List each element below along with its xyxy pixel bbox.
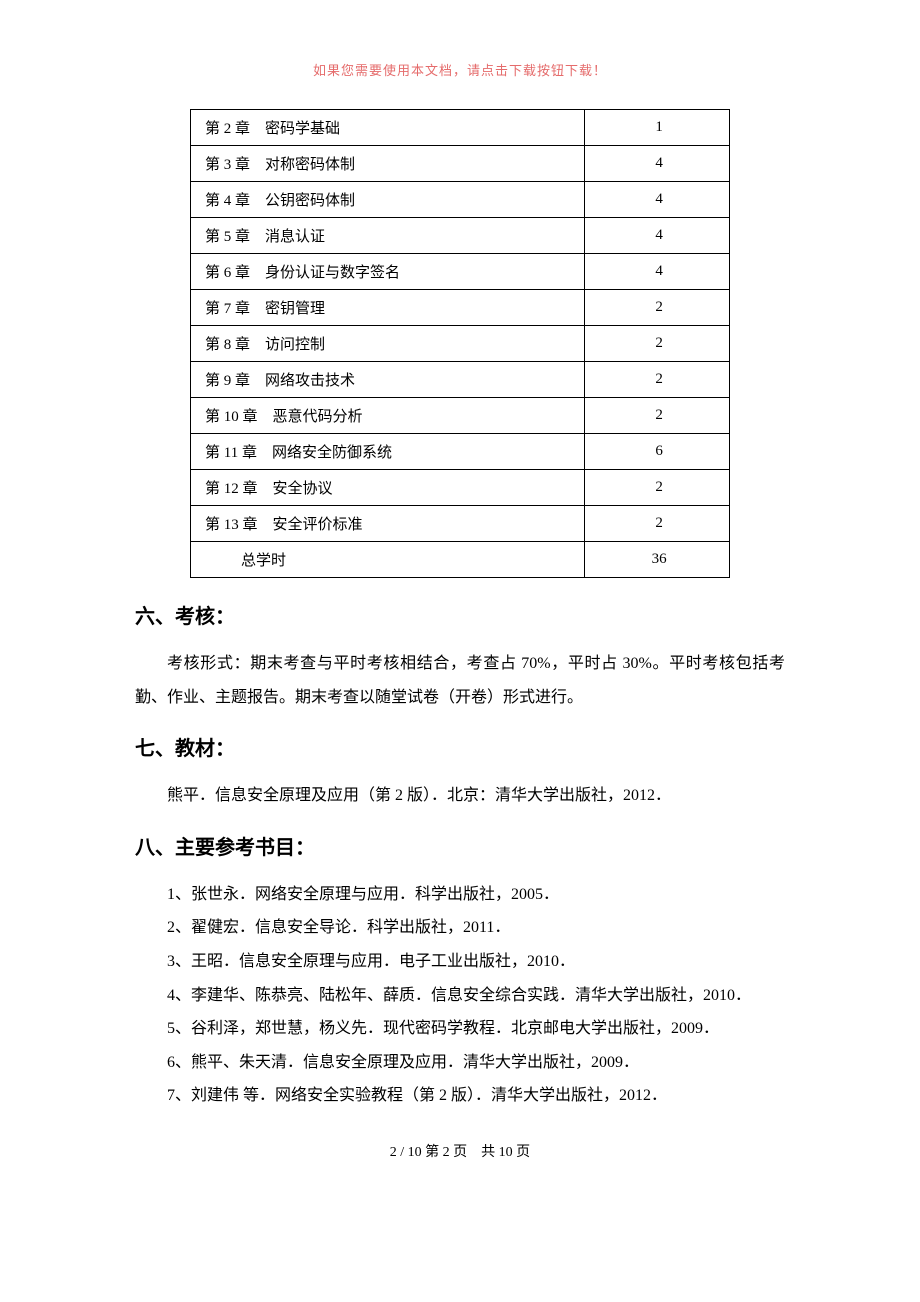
- chapter-hours-table: 第 2 章 密码学基础1 第 3 章 对称密码体制4 第 4 章 公钥密码体制4…: [190, 109, 730, 578]
- table-row: 第 10 章 恶意代码分析2: [191, 398, 730, 434]
- chapter-cell: 第 2 章 密码学基础: [191, 110, 585, 146]
- hours-cell: 6: [585, 434, 730, 470]
- hours-cell: 4: [585, 254, 730, 290]
- chapter-cell: 第 3 章 对称密码体制: [191, 146, 585, 182]
- table-total-row: 总学时36: [191, 542, 730, 578]
- header-note: 如果您需要使用本文档，请点击下载按钮下载！: [135, 60, 785, 79]
- section-6-heading: 六、考核：: [135, 600, 785, 629]
- table-row: 第 13 章 安全评价标准2: [191, 506, 730, 542]
- hours-cell: 2: [585, 290, 730, 326]
- hours-cell: 2: [585, 470, 730, 506]
- section-7-body: 熊平．信息安全原理及应用（第 2 版）．北京：清华大学出版社，2012．: [135, 779, 785, 813]
- chapter-cell: 第 11 章 网络安全防御系统: [191, 434, 585, 470]
- table-row: 第 7 章 密钥管理2: [191, 290, 730, 326]
- section-8-heading: 八、主要参考书目：: [135, 831, 785, 860]
- total-label-cell: 总学时: [191, 542, 585, 578]
- hours-cell: 4: [585, 146, 730, 182]
- total-hours-cell: 36: [585, 542, 730, 578]
- chapter-cell: 第 8 章 访问控制: [191, 326, 585, 362]
- reference-item: 7、刘建伟 等．网络安全实验教程（第 2 版）．清华大学出版社，2012．: [135, 1079, 785, 1113]
- hours-cell: 2: [585, 362, 730, 398]
- document-page: 如果您需要使用本文档，请点击下载按钮下载！ 第 2 章 密码学基础1 第 3 章…: [0, 0, 920, 1161]
- table-row: 第 2 章 密码学基础1: [191, 110, 730, 146]
- table-row: 第 3 章 对称密码体制4: [191, 146, 730, 182]
- hours-cell: 2: [585, 506, 730, 542]
- table-row: 第 4 章 公钥密码体制4: [191, 182, 730, 218]
- chapter-cell: 第 10 章 恶意代码分析: [191, 398, 585, 434]
- hours-cell: 1: [585, 110, 730, 146]
- chapter-cell: 第 7 章 密钥管理: [191, 290, 585, 326]
- chapter-cell: 第 13 章 安全评价标准: [191, 506, 585, 542]
- reference-item: 6、熊平、朱天清．信息安全原理及应用．清华大学出版社，2009．: [135, 1046, 785, 1080]
- reference-item: 5、谷利泽，郑世慧，杨义先．现代密码学教程．北京邮电大学出版社，2009．: [135, 1012, 785, 1046]
- table-row: 第 6 章 身份认证与数字签名4: [191, 254, 730, 290]
- hours-cell: 2: [585, 326, 730, 362]
- table-row: 第 12 章 安全协议2: [191, 470, 730, 506]
- chapter-cell: 第 6 章 身份认证与数字签名: [191, 254, 585, 290]
- chapter-cell: 第 5 章 消息认证: [191, 218, 585, 254]
- section-6-body: 考核形式：期末考查与平时考核相结合，考查占 70%，平时占 30%。平时考核包括…: [135, 647, 785, 714]
- reference-item: 1、张世永．网络安全原理与应用．科学出版社，2005．: [135, 878, 785, 912]
- hours-cell: 4: [585, 182, 730, 218]
- reference-item: 3、王昭．信息安全原理与应用．电子工业出版社，2010．: [135, 945, 785, 979]
- table-row: 第 9 章 网络攻击技术2: [191, 362, 730, 398]
- table-row: 第 11 章 网络安全防御系统6: [191, 434, 730, 470]
- table-row: 第 5 章 消息认证4: [191, 218, 730, 254]
- table-row: 第 8 章 访问控制2: [191, 326, 730, 362]
- chapter-cell: 第 12 章 安全协议: [191, 470, 585, 506]
- page-footer: 2 / 10 第 2 页 共 10 页: [135, 1141, 785, 1161]
- chapter-cell: 第 9 章 网络攻击技术: [191, 362, 585, 398]
- hours-cell: 4: [585, 218, 730, 254]
- chapter-cell: 第 4 章 公钥密码体制: [191, 182, 585, 218]
- hours-cell: 2: [585, 398, 730, 434]
- reference-item: 2、翟健宏．信息安全导论．科学出版社，2011．: [135, 911, 785, 945]
- section-7-heading: 七、教材：: [135, 732, 785, 761]
- reference-item: 4、李建华、陈恭亮、陆松年、薛质．信息安全综合实践．清华大学出版社，2010．: [135, 979, 785, 1013]
